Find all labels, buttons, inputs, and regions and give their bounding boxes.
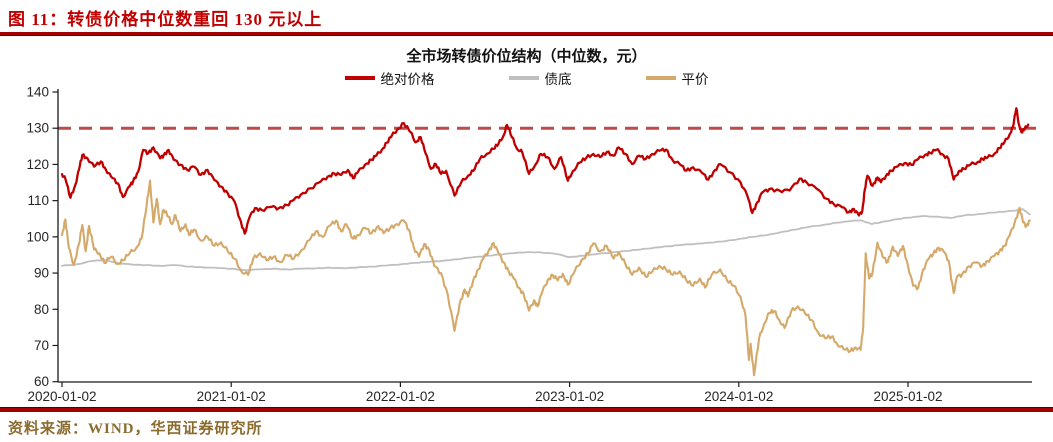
series-line-0 xyxy=(61,208,1031,272)
x-tick-label: 2021-01-02 xyxy=(197,389,266,404)
line-chart-plot: 60 70 80 90 100 110 120 130 140 2020-01-02 2021-01… xyxy=(26,85,1036,404)
source-note: 资料来源：WIND，华西证券研究所 xyxy=(8,421,263,437)
y-tick-label: 130 xyxy=(26,121,49,136)
x-tick-label: 2024-01-02 xyxy=(704,389,773,404)
y-tick-label: 110 xyxy=(27,193,49,208)
legend-swatch-icon xyxy=(508,76,539,80)
axes xyxy=(57,89,1032,383)
legend-item-2: 平价 xyxy=(645,68,709,88)
y-tick-label: 60 xyxy=(34,374,49,389)
x-tick-label: 2023-01-02 xyxy=(535,389,604,404)
y-tick-label: 80 xyxy=(34,302,49,317)
x-tick-label: 2025-01-02 xyxy=(873,389,942,404)
legend-item-1: 债底 xyxy=(508,68,572,88)
legend-swatch-icon xyxy=(344,76,375,80)
top-divider xyxy=(0,32,1053,36)
figure-caption: 图 11：转债价格中位数重回 130 元以上 xyxy=(8,10,323,29)
series-line-1 xyxy=(60,179,1031,377)
y-tick-label: 70 xyxy=(34,338,49,353)
series-line-2 xyxy=(60,107,1030,235)
bottom-divider xyxy=(0,407,1053,412)
chart-title: 全市场转债价位结构（中位数，元） xyxy=(406,48,647,65)
y-tick-label: 120 xyxy=(26,157,49,172)
y-tick-label: 90 xyxy=(34,266,49,281)
y-tick-label: 100 xyxy=(26,229,49,244)
x-tick-label: 2022-01-02 xyxy=(366,389,435,404)
figure-footer: 资料来源：WIND，华西证券研究所 xyxy=(8,417,263,438)
chart-legend: 绝对价格 债底 平价 xyxy=(0,68,1053,88)
y-tick-label: 140 xyxy=(26,85,49,100)
figure-header: 图 11：转债价格中位数重回 130 元以上 xyxy=(8,5,322,30)
legend-label: 债底 xyxy=(544,72,572,87)
x-tick-label: 2020-01-02 xyxy=(27,389,96,404)
legend-label: 绝对价格 xyxy=(380,72,435,87)
legend-label: 平价 xyxy=(681,72,709,87)
legend-item-0: 绝对价格 xyxy=(344,68,435,88)
legend-swatch-icon xyxy=(645,76,676,80)
